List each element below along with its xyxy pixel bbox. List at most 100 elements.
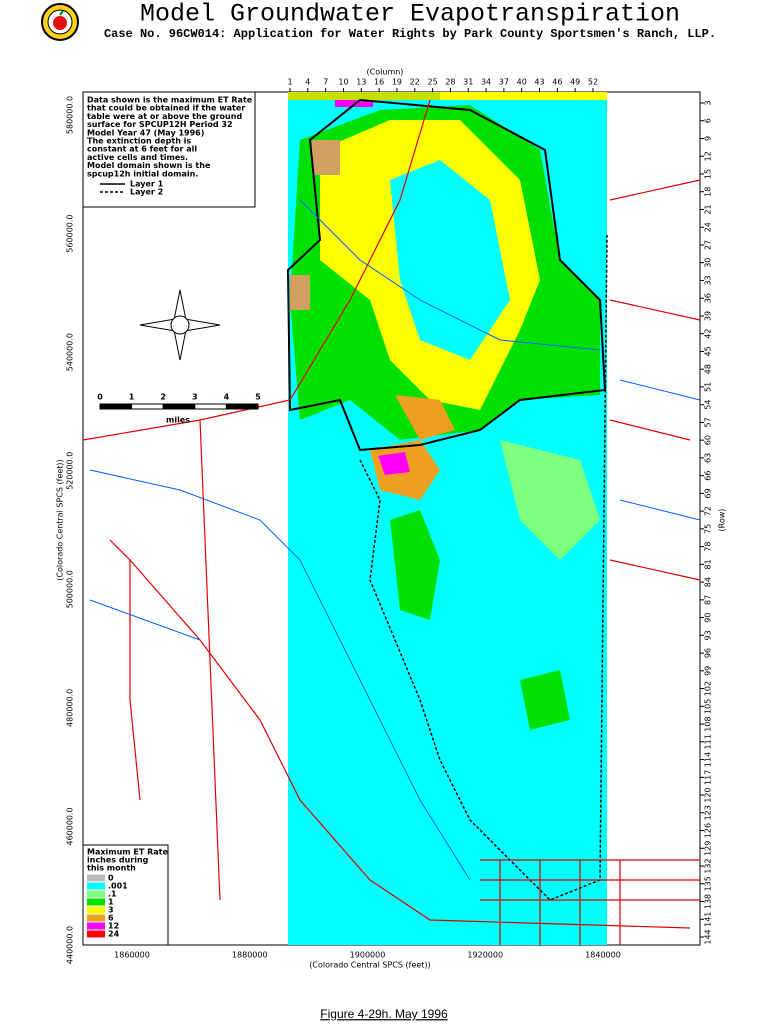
row-tick-label: 42: [704, 329, 713, 339]
legend-label: 3: [108, 906, 114, 915]
row-tick-label: 48: [704, 364, 713, 374]
row-tick-label: 87: [704, 595, 713, 605]
note-line: The extinction depth is: [87, 137, 191, 146]
legend-swatch: [87, 906, 105, 914]
row-tick-label: 105: [704, 699, 713, 714]
row-tick-label: 108: [704, 716, 713, 731]
row-tick-label: 18: [704, 187, 713, 197]
scale-segment: [225, 403, 259, 410]
column-tick-label: 7: [323, 78, 328, 87]
scale-segment: [131, 403, 164, 410]
y-tick-label: 460000.0: [66, 807, 75, 845]
row-tick-label: 69: [704, 488, 713, 498]
row-tick-label: 15: [704, 169, 713, 179]
legend-label: 12: [108, 922, 119, 931]
note-line: active cells and times.: [87, 153, 188, 162]
legend-swatch: [87, 898, 105, 906]
column-tick-label: 25: [427, 78, 437, 87]
scale-tick-label: 1: [129, 393, 135, 402]
legend-label: 1: [108, 898, 114, 907]
note-line: Model Year 47 (May 1996): [87, 128, 204, 137]
legend-swatch: [87, 930, 105, 938]
note-line: that could be obtained if the water: [87, 104, 245, 113]
row-tick-label: 117: [704, 770, 713, 785]
column-tick-label: 52: [588, 78, 598, 87]
row-tick-label: 135: [704, 876, 713, 891]
x-tick-label: 1920000: [467, 951, 503, 960]
column-tick-label: 28: [445, 78, 455, 87]
x-tick-label: 1900000: [350, 951, 386, 960]
row-tick-label: 96: [704, 648, 713, 658]
y-tick-label: 500000.0: [66, 570, 75, 608]
et-zones: [290, 105, 600, 730]
layer-label: Layer 2: [130, 188, 163, 197]
note-line: constant at 6 feet for all: [87, 145, 197, 154]
note-line: Model domain shown is the: [87, 161, 211, 170]
legend-swatch: [87, 874, 105, 882]
row-tick-label: 9: [704, 136, 713, 141]
x-tick-label: 1840000: [585, 951, 621, 960]
legend-title: Maximum ET Rate: [87, 848, 169, 857]
logo: [41, 3, 79, 41]
column-tick-label: 46: [552, 78, 562, 87]
row-tick-label: 27: [704, 240, 713, 250]
scale-tick-label: 2: [160, 393, 166, 402]
column-tick-label: 16: [374, 78, 384, 87]
column-tick-label: 34: [481, 78, 491, 87]
axes: 1 4 7 10 13 16 19 22 25 28 31 34 37 40 43 46 49 52(Column…: [56, 68, 727, 970]
legend-label: .001: [108, 882, 128, 891]
title: Model Groundwater Evapotranspiration: [140, 0, 680, 29]
legend-swatch: [87, 914, 105, 922]
layer-label: Layer 1: [130, 180, 164, 189]
row-tick-label: 132: [704, 858, 713, 873]
subtitle: Case No. 96CW014: Application for Water …: [104, 27, 716, 41]
note-line: spcup12h initial domain.: [87, 169, 198, 178]
scale-tick-label: 5: [255, 393, 261, 402]
row-tick-label: 6: [704, 118, 713, 123]
scale-tick-label: 3: [192, 393, 198, 402]
legend-title: inches during: [87, 856, 149, 865]
column-tick-label: 31: [463, 78, 473, 87]
row-tick-label: 39: [704, 311, 713, 321]
row-tick-label: 90: [704, 613, 713, 623]
top-strip-yellow: [440, 92, 607, 100]
note-line: surface for SPCUP12H Period 32: [87, 120, 233, 129]
row-tick-label: 54: [704, 400, 713, 410]
row-axis-label: (Row): [718, 509, 727, 532]
row-tick-label: 129: [704, 841, 713, 856]
column-tick-label: 13: [356, 78, 366, 87]
scale-segment: [194, 403, 227, 410]
row-tick-label: 123: [704, 805, 713, 820]
column-tick-label: 10: [338, 78, 348, 87]
column-tick-label: 4: [305, 78, 310, 87]
row-tick-label: 81: [704, 559, 713, 569]
row-tick-label: 33: [704, 275, 713, 285]
row-tick-label: 30: [704, 258, 713, 268]
y-tick-label: 520000.0: [66, 452, 75, 490]
y-axis-label: (Colorado Central SPCS (feet)): [56, 459, 65, 580]
column-tick-label: 49: [570, 78, 580, 87]
y-tick-label: 440000.0: [66, 926, 75, 964]
row-tick-label: 75: [704, 524, 713, 534]
row-tick-label: 72: [704, 506, 713, 516]
column-tick-label: 19: [392, 78, 402, 87]
row-tick-label: 3: [704, 100, 713, 105]
row-tick-label: 36: [704, 293, 713, 303]
legend-title: this month: [87, 864, 136, 873]
row-tick-label: 120: [704, 787, 713, 802]
column-tick-label: 1: [287, 78, 292, 87]
y-tick-label: 580000.0: [66, 96, 75, 134]
legend-label: 6: [108, 914, 114, 923]
top-strip-patch: [335, 100, 373, 107]
row-tick-label: 84: [704, 577, 713, 587]
scale-tick-label: 4: [224, 393, 230, 402]
legend-label: 0: [108, 874, 114, 883]
y-tick-label: 560000.0: [66, 214, 75, 252]
row-tick-label: 57: [704, 417, 713, 427]
row-tick-label: 45: [704, 346, 713, 356]
column-tick-label: 40: [517, 78, 527, 87]
row-tick-label: 12: [704, 151, 713, 161]
legend-swatch: [87, 882, 105, 890]
